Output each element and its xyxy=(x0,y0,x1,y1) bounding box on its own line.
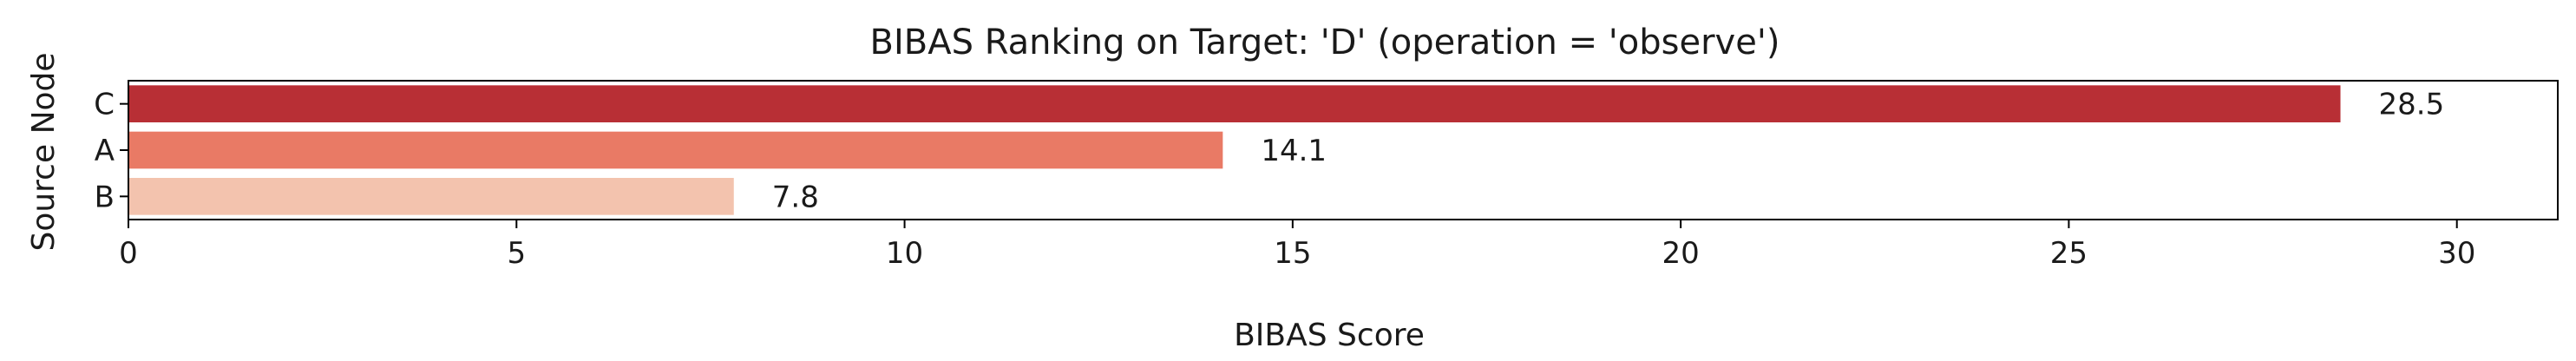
x-tick-label-30: 30 xyxy=(2438,236,2475,271)
y-tick-label-c: C xyxy=(94,88,115,122)
x-axis: 0 5 10 15 20 25 30 xyxy=(119,220,2475,271)
x-tick-label-25: 25 xyxy=(2050,236,2088,271)
bar-a xyxy=(128,131,1223,169)
x-tick-label-5: 5 xyxy=(507,236,526,271)
x-axis-label: BIBAS Score xyxy=(1234,318,1425,353)
bar-c xyxy=(128,85,2341,122)
data-label-c: 28.5 xyxy=(2379,88,2445,122)
x-tick-label-15: 15 xyxy=(1274,236,1311,271)
bars-layer xyxy=(128,85,2341,215)
data-labels-layer: 28.5 14.1 7.8 xyxy=(772,88,2444,215)
y-axis: CAB xyxy=(94,88,128,214)
chart-title: BIBAS Ranking on Target: 'D' (operation … xyxy=(870,23,1780,62)
y-tick-label-a: A xyxy=(95,134,115,168)
x-tick-label-10: 10 xyxy=(886,236,923,271)
data-label-a: 14.1 xyxy=(1261,134,1327,168)
y-tick-label-b: B xyxy=(95,180,115,214)
data-label-b: 7.8 xyxy=(772,180,819,214)
bar-b xyxy=(128,178,734,215)
y-axis-label: Source Node xyxy=(26,52,62,251)
x-tick-label-20: 20 xyxy=(1662,236,1700,271)
x-tick-label-0: 0 xyxy=(119,236,138,271)
